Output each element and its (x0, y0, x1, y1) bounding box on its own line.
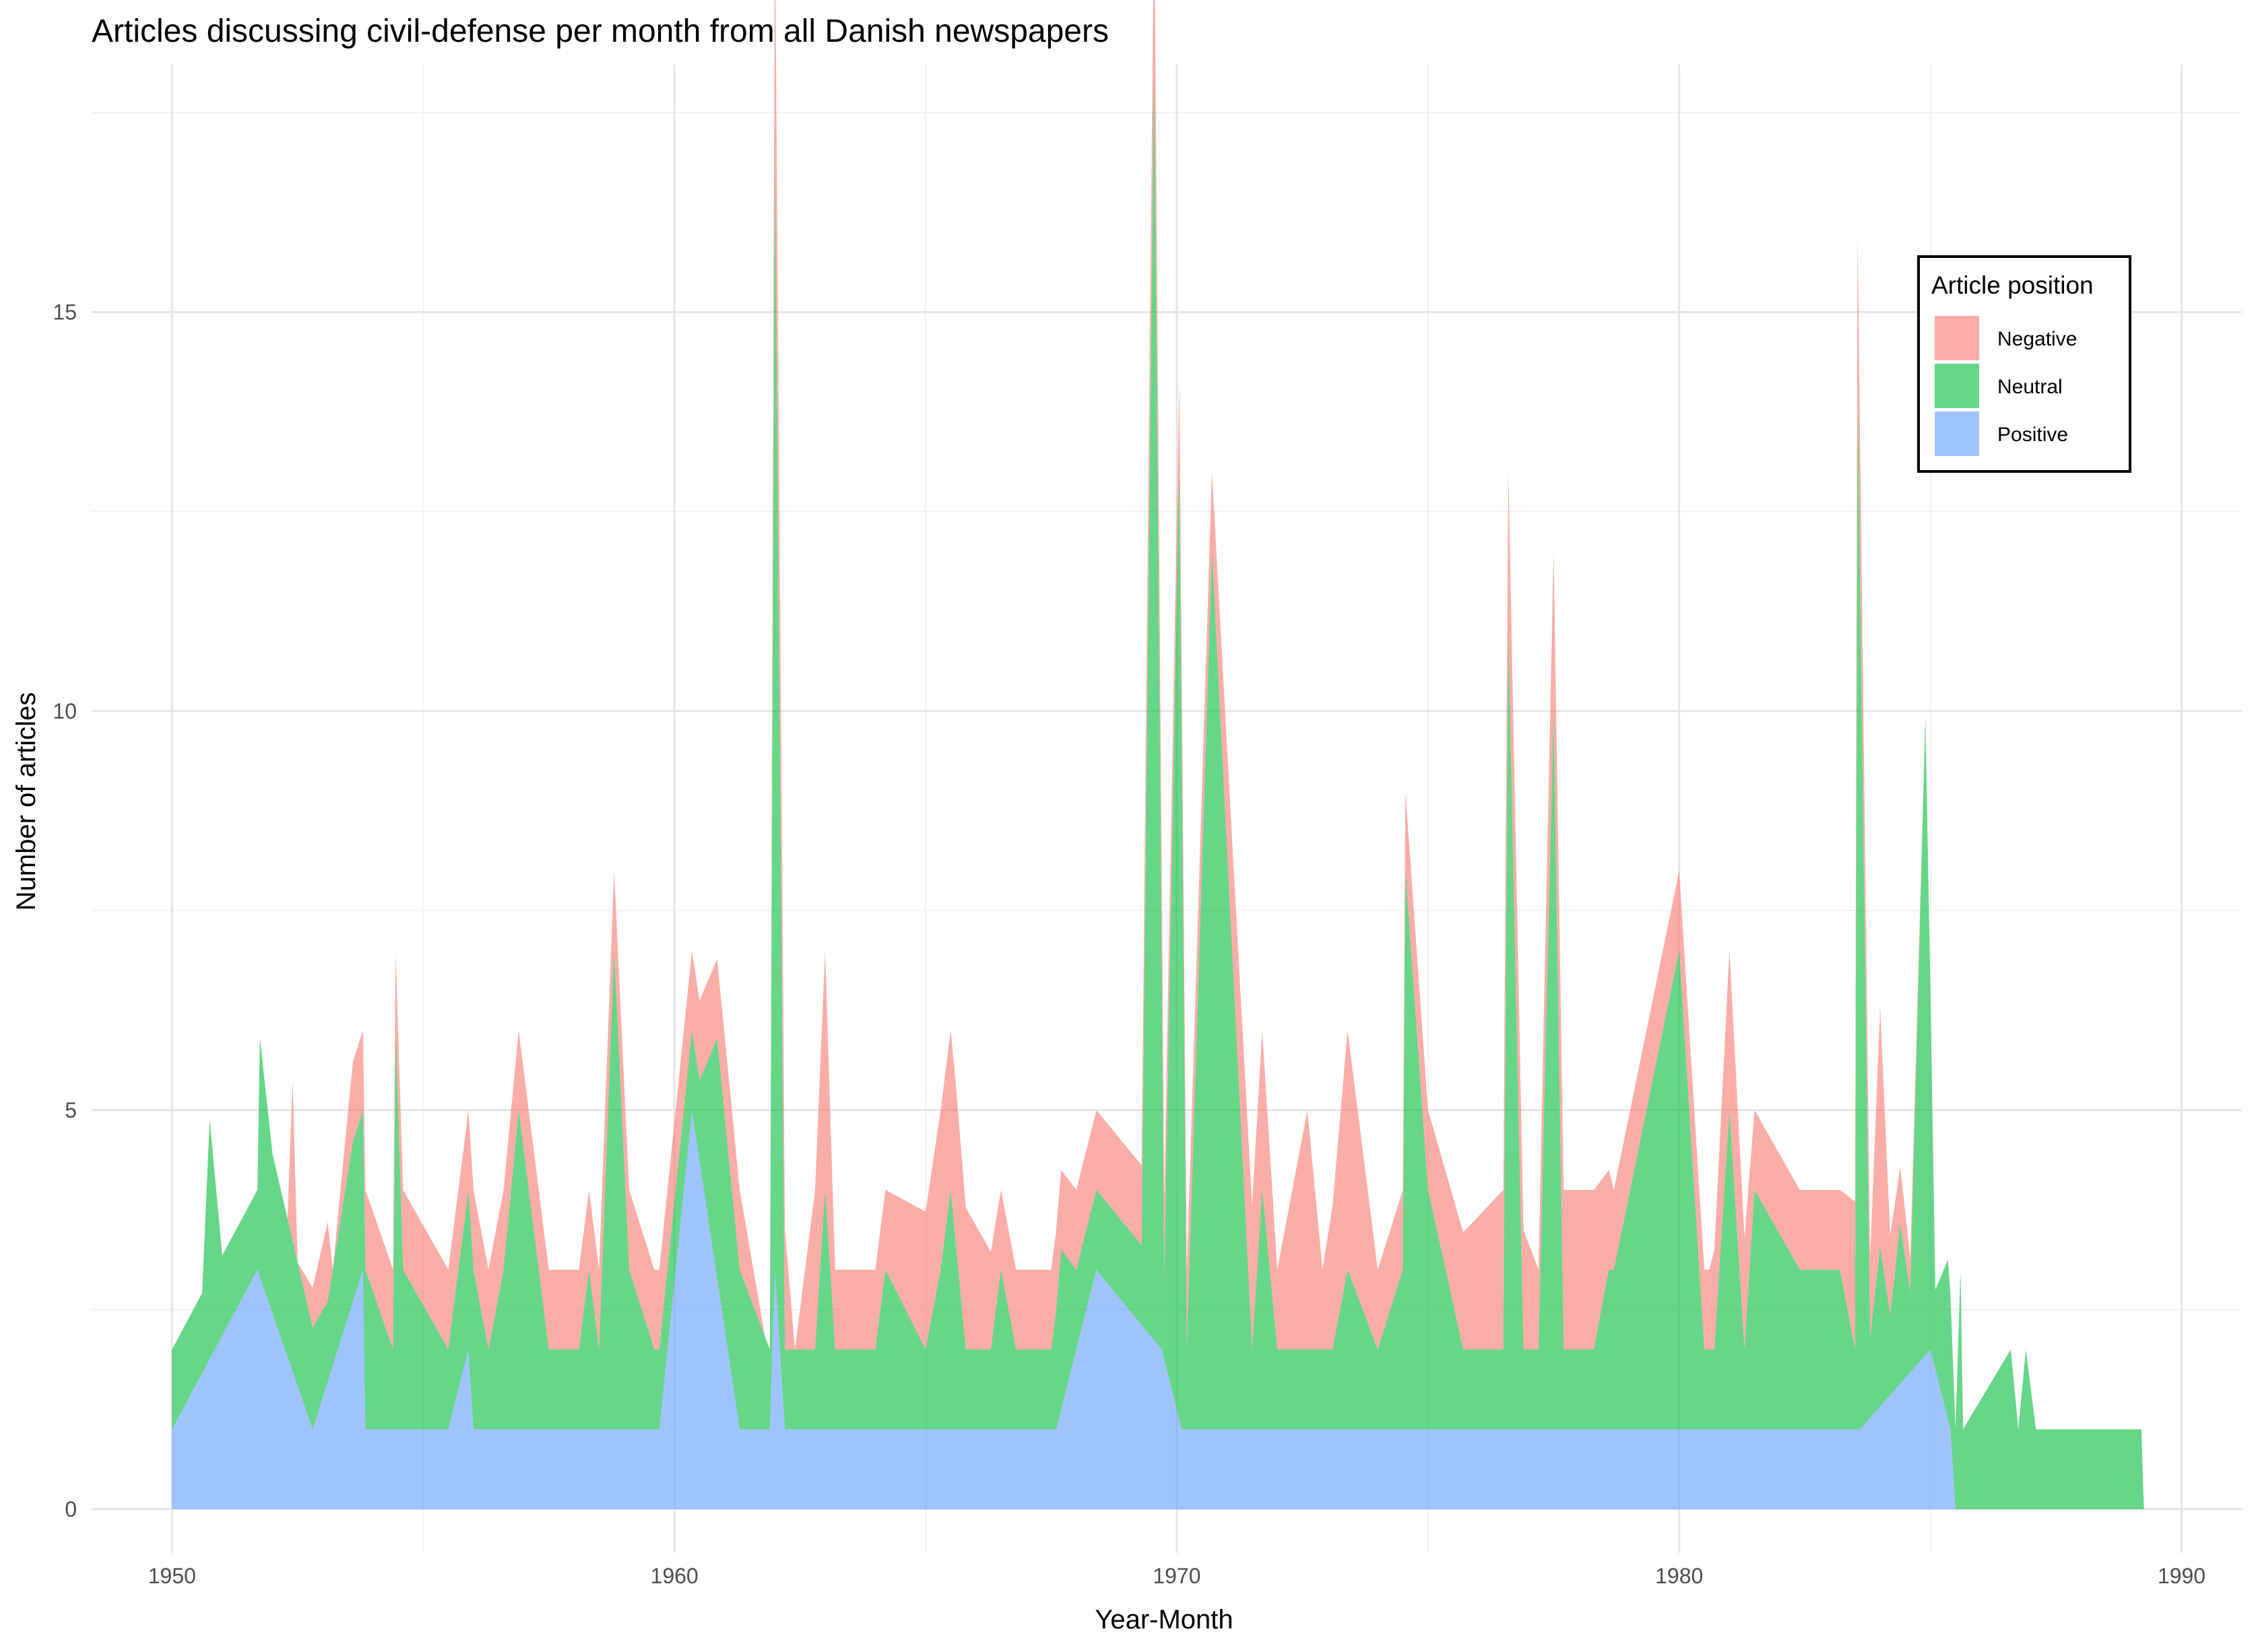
y-axis-title: Number of articles (11, 692, 41, 911)
x-axis-title: Year-Month (1095, 1605, 1233, 1634)
x-tick-label: 1950 (148, 1564, 196, 1588)
y-tick-label: 10 (53, 699, 77, 723)
legend-label-positive: Positive (1997, 424, 2068, 446)
legend-swatch-positive (1935, 411, 1979, 456)
legend-title: Article position (1931, 271, 2094, 299)
x-tick-label: 1980 (1655, 1564, 1703, 1588)
legend-swatch-neutral (1935, 364, 1979, 408)
x-tick-label: 1960 (651, 1564, 699, 1588)
legend: Article position Negative Neutral Positive (1919, 257, 2130, 471)
legend-label-negative: Negative (1997, 328, 2077, 350)
legend-swatch-negative (1935, 316, 1979, 360)
x-tick-label: 1970 (1153, 1564, 1200, 1588)
y-tick-label: 15 (53, 300, 77, 324)
chart-title: Articles discussing civil-defense per mo… (92, 13, 1109, 49)
y-tick-label: 5 (65, 1098, 77, 1122)
legend-label-neutral: Neutral (1997, 376, 2063, 398)
y-tick-label: 0 (65, 1497, 77, 1521)
legend-entries: Negative Neutral Positive (1935, 316, 2077, 456)
x-tick-label: 1990 (2158, 1564, 2205, 1588)
